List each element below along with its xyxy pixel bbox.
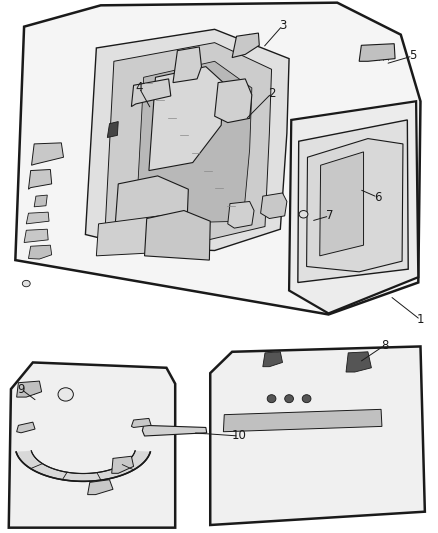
Ellipse shape bbox=[285, 394, 293, 403]
Polygon shape bbox=[15, 3, 420, 314]
Polygon shape bbox=[112, 456, 134, 473]
Ellipse shape bbox=[58, 388, 74, 401]
Polygon shape bbox=[261, 193, 287, 219]
Text: 2: 2 bbox=[268, 87, 276, 100]
Polygon shape bbox=[28, 245, 52, 259]
Text: 6: 6 bbox=[374, 191, 381, 204]
Polygon shape bbox=[223, 409, 382, 432]
Polygon shape bbox=[210, 346, 425, 525]
Polygon shape bbox=[232, 33, 259, 58]
Polygon shape bbox=[131, 79, 171, 107]
Polygon shape bbox=[88, 480, 113, 495]
Text: 3: 3 bbox=[279, 19, 286, 32]
Polygon shape bbox=[105, 43, 272, 243]
Polygon shape bbox=[145, 211, 210, 260]
Ellipse shape bbox=[267, 394, 276, 403]
Polygon shape bbox=[17, 381, 42, 397]
Polygon shape bbox=[107, 122, 118, 138]
Polygon shape bbox=[289, 101, 418, 313]
Polygon shape bbox=[359, 44, 395, 61]
Text: 8: 8 bbox=[381, 339, 388, 352]
Ellipse shape bbox=[302, 394, 311, 403]
Ellipse shape bbox=[22, 280, 30, 287]
Polygon shape bbox=[307, 139, 403, 272]
Polygon shape bbox=[96, 213, 197, 256]
Polygon shape bbox=[131, 418, 151, 427]
Polygon shape bbox=[85, 29, 289, 251]
Polygon shape bbox=[16, 451, 150, 481]
Polygon shape bbox=[34, 195, 47, 207]
Polygon shape bbox=[173, 47, 201, 83]
Polygon shape bbox=[215, 79, 252, 123]
Text: 5: 5 bbox=[409, 50, 416, 62]
Polygon shape bbox=[114, 176, 188, 245]
Polygon shape bbox=[263, 352, 283, 367]
Polygon shape bbox=[228, 201, 254, 228]
Text: 1: 1 bbox=[417, 313, 424, 326]
Polygon shape bbox=[24, 229, 48, 243]
Polygon shape bbox=[32, 143, 64, 165]
Text: 10: 10 bbox=[231, 430, 246, 442]
Polygon shape bbox=[17, 422, 35, 433]
Text: 4: 4 bbox=[135, 82, 143, 94]
Ellipse shape bbox=[299, 211, 308, 218]
Polygon shape bbox=[26, 212, 49, 224]
Polygon shape bbox=[346, 352, 371, 372]
Text: 7: 7 bbox=[325, 209, 333, 222]
Polygon shape bbox=[142, 425, 207, 436]
Polygon shape bbox=[320, 152, 364, 256]
Polygon shape bbox=[28, 169, 52, 189]
Polygon shape bbox=[298, 120, 408, 282]
Text: 9: 9 bbox=[17, 383, 25, 395]
Polygon shape bbox=[9, 362, 175, 528]
Polygon shape bbox=[136, 61, 252, 224]
Polygon shape bbox=[149, 67, 223, 171]
